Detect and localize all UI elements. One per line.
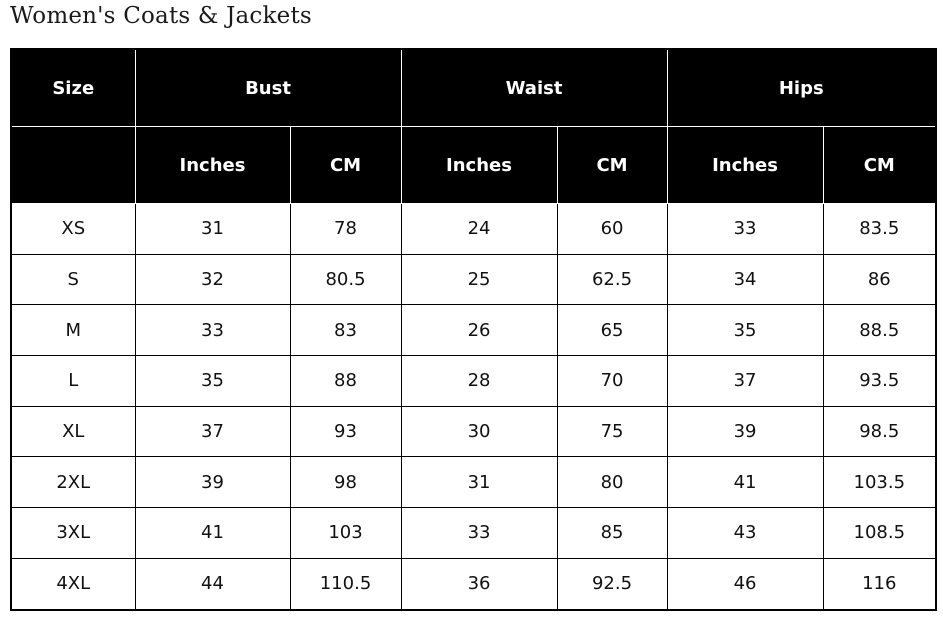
- header-row-units: Inches CM Inches CM Inches CM: [10, 126, 937, 204]
- table-row: XS 31 78 24 60 33 83.5: [10, 203, 937, 255]
- cell-waist-cm: 75: [556, 405, 668, 458]
- cell-hips-cm: 83.5: [822, 203, 937, 255]
- cell-waist-cm: 92.5: [556, 557, 668, 611]
- cell-bust-inches: 33: [134, 304, 291, 357]
- cell-waist-inches: 24: [400, 203, 558, 255]
- cell-bust-cm: 88: [289, 355, 402, 407]
- cell-bust-inches: 31: [134, 203, 291, 255]
- cell-hips-inches: 34: [666, 253, 824, 306]
- cell-bust-inches: 39: [134, 456, 291, 509]
- cell-bust-inches: 32: [134, 253, 291, 306]
- cell-waist-inches: 28: [400, 355, 558, 407]
- header-hips: Hips: [666, 48, 937, 127]
- cell-hips-inches: 41: [666, 456, 824, 509]
- cell-hips-cm: 103.5: [822, 456, 937, 509]
- cell-waist-inches: 31: [400, 456, 558, 509]
- table-row: 2XL 39 98 31 80 41 103.5: [10, 456, 937, 509]
- cell-size: XL: [10, 405, 136, 458]
- cell-waist-inches: 33: [400, 507, 558, 559]
- table-row: XL 37 93 30 75 39 98.5: [10, 405, 937, 458]
- cell-waist-cm: 65: [556, 304, 668, 357]
- cell-bust-cm: 93: [289, 405, 402, 458]
- cell-bust-cm: 103: [289, 507, 402, 559]
- cell-hips-inches: 46: [666, 557, 824, 611]
- header-unit-blank: [10, 126, 136, 204]
- cell-hips-inches: 33: [666, 203, 824, 255]
- cell-waist-cm: 62.5: [556, 253, 668, 306]
- cell-bust-inches: 41: [134, 507, 291, 559]
- cell-bust-cm: 78: [289, 203, 402, 255]
- table-row: L 35 88 28 70 37 93.5: [10, 355, 937, 407]
- header-waist: Waist: [400, 48, 668, 127]
- cell-hips-inches: 37: [666, 355, 824, 407]
- header-hips-cm: CM: [822, 126, 937, 204]
- cell-hips-cm: 86: [822, 253, 937, 306]
- table-row: 3XL 41 103 33 85 43 108.5: [10, 507, 937, 559]
- cell-waist-cm: 70: [556, 355, 668, 407]
- cell-waist-inches: 30: [400, 405, 558, 458]
- header-waist-cm: CM: [556, 126, 668, 204]
- cell-hips-cm: 98.5: [822, 405, 937, 458]
- cell-hips-cm: 116: [822, 557, 937, 611]
- cell-hips-inches: 39: [666, 405, 824, 458]
- header-bust: Bust: [134, 48, 402, 127]
- cell-hips-inches: 35: [666, 304, 824, 357]
- header-waist-inches: Inches: [400, 126, 558, 204]
- cell-size: 4XL: [10, 557, 136, 611]
- cell-size: M: [10, 304, 136, 357]
- header-size: Size: [10, 48, 136, 127]
- header-bust-cm: CM: [289, 126, 402, 204]
- page-title: Women's Coats & Jackets: [10, 3, 312, 29]
- table-row: S 32 80.5 25 62.5 34 86: [10, 253, 937, 306]
- cell-size: S: [10, 253, 136, 306]
- cell-size: XS: [10, 203, 136, 255]
- cell-bust-cm: 80.5: [289, 253, 402, 306]
- cell-waist-inches: 36: [400, 557, 558, 611]
- cell-hips-inches: 43: [666, 507, 824, 559]
- cell-waist-cm: 60: [556, 203, 668, 255]
- table-row: 4XL 44 110.5 36 92.5 46 116: [10, 557, 937, 611]
- table-body: XS 31 78 24 60 33 83.5 S 32 80.5 25 62.5 34 86 M 33 83 26…: [10, 203, 937, 611]
- cell-hips-cm: 108.5: [822, 507, 937, 559]
- header-bust-inches: Inches: [134, 126, 291, 204]
- table-row: M 33 83 26 65 35 88.5: [10, 304, 937, 357]
- cell-waist-cm: 85: [556, 507, 668, 559]
- cell-waist-inches: 25: [400, 253, 558, 306]
- cell-bust-cm: 110.5: [289, 557, 402, 611]
- header-hips-inches: Inches: [666, 126, 824, 204]
- cell-waist-inches: 26: [400, 304, 558, 357]
- cell-hips-cm: 93.5: [822, 355, 937, 407]
- header-row-groups: Size Bust Waist Hips: [10, 48, 937, 127]
- cell-bust-inches: 37: [134, 405, 291, 458]
- size-chart-table: Size Bust Waist Hips Inches CM Inches CM…: [10, 48, 938, 611]
- cell-bust-inches: 44: [134, 557, 291, 611]
- cell-bust-cm: 83: [289, 304, 402, 357]
- cell-hips-cm: 88.5: [822, 304, 937, 357]
- cell-bust-cm: 98: [289, 456, 402, 509]
- cell-bust-inches: 35: [134, 355, 291, 407]
- cell-size: 3XL: [10, 507, 136, 559]
- cell-waist-cm: 80: [556, 456, 668, 509]
- cell-size: L: [10, 355, 136, 407]
- cell-size: 2XL: [10, 456, 136, 509]
